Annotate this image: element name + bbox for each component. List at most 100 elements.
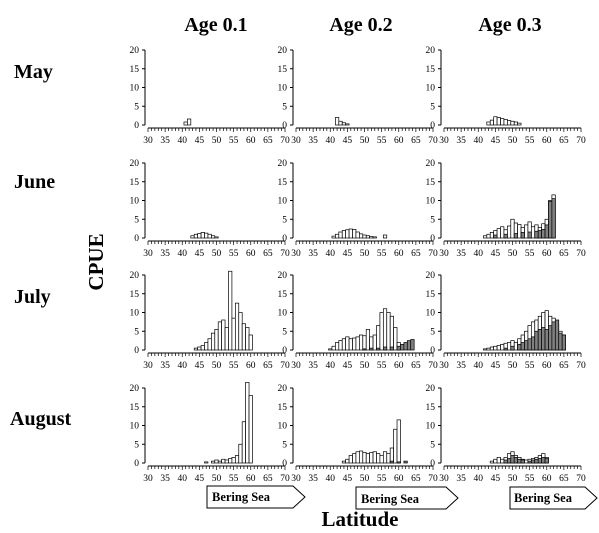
arrow-label: Bering Sea [514,491,573,505]
column-header-age-0-1: Age 0.1 [184,14,247,36]
y-tick-label: 10 [278,84,288,94]
y-tick-label: 5 [134,102,139,112]
open-bar [365,453,370,464]
open-bar [328,348,333,351]
x-tick-label: 60 [246,249,256,259]
x-tick-label: 50 [212,249,222,259]
y-tick-label: 0 [134,459,139,469]
x-tick-label: 65 [411,361,421,371]
open-bar [214,329,219,351]
row-headers: May June July August [10,61,71,430]
filled-bar [530,459,536,464]
x-tick-label: 40 [178,474,188,484]
y-tick-label: 5 [134,215,139,225]
y-tick-label: 0 [282,234,287,244]
open-bar [486,347,491,351]
x-tick-label: 45 [195,474,205,484]
open-bar [496,228,501,239]
arrow-shape [355,486,459,510]
open-bar [486,233,491,239]
open-bar [335,117,340,126]
panel-may-age-0-3: 0 5 10 15 20 30 35 40 45 50 55 60 65 70 [426,46,587,146]
open-bar [221,319,226,351]
x-tick-label: 40 [474,474,484,484]
y-tick-label: 15 [278,403,288,413]
x-tick-label: 35 [308,249,318,259]
x-tick-label: 65 [411,136,421,146]
y-tick-label: 15 [426,290,436,300]
x-tick-label: 50 [360,249,370,259]
filled-bar [503,347,508,351]
open-bar [224,459,229,464]
filled-bar [510,455,515,464]
open-bar [341,338,347,351]
x-tick-label: 40 [474,361,484,371]
open-bar [234,302,240,351]
open-bar [214,236,219,239]
y-tick-label: 10 [426,309,436,319]
open-bar [241,421,246,464]
open-bar [386,312,391,351]
filled-bar [406,340,412,351]
open-bar [510,120,515,126]
x-tick-label: 50 [508,249,518,259]
filled-bar [537,458,542,464]
open-bar [211,332,216,351]
panel-august-age-0-3: 0 5 10 15 20 30 35 40 45 50 55 60 65 70 [426,384,587,484]
x-tick-label: 30 [291,361,301,371]
y-tick-label: 5 [430,102,435,112]
open-bar [204,232,209,239]
open-bar [500,226,505,239]
filled-bar [517,458,522,464]
y-tick-label: 20 [278,384,288,394]
x-tick-label: 40 [178,361,188,371]
filled-bar [551,198,556,239]
open-bar [503,119,508,126]
filled-bar [527,460,532,464]
x-tick-label: 30 [291,136,301,146]
open-bar [238,312,243,351]
x-tick-label: 40 [326,474,336,484]
x-tick-label: 35 [160,136,170,146]
open-bar [224,327,229,351]
x-tick-label: 60 [246,361,256,371]
x-tick-label: 60 [394,136,404,146]
y-tick-label: 10 [130,309,140,319]
filled-bar [396,461,401,464]
y-tick-label: 0 [134,346,139,356]
open-bar [193,233,199,239]
open-bar [517,122,522,126]
open-bar [234,455,240,464]
x-tick-label: 40 [178,136,188,146]
open-bar [217,460,222,464]
y-tick-label: 10 [426,197,436,207]
x-tick-label: 55 [229,136,239,146]
row-header-august: August [10,408,71,430]
filled-bar [396,345,401,351]
x-tick-label: 40 [178,249,188,259]
open-bar [530,226,536,239]
open-bar [379,455,384,464]
x-tick-label: 70 [576,136,586,146]
open-bar [507,342,512,351]
y-tick-label: 0 [134,234,139,244]
filled-bar [507,458,512,464]
open-bar [207,233,212,239]
x-tick-label: 40 [474,249,484,259]
x-tick-label: 45 [195,136,205,146]
open-bar [496,345,501,351]
open-bar [338,231,343,239]
x-tick-label: 50 [508,474,518,484]
open-bar [493,116,498,126]
y-tick-label: 5 [134,327,139,337]
filled-bar [534,458,539,464]
x-tick-label: 55 [377,249,387,259]
open-bar [493,458,498,464]
open-bar [248,334,253,351]
open-bar [355,231,360,239]
open-bar [348,228,353,239]
bering-sea-arrow-3: Bering Sea [509,486,598,510]
